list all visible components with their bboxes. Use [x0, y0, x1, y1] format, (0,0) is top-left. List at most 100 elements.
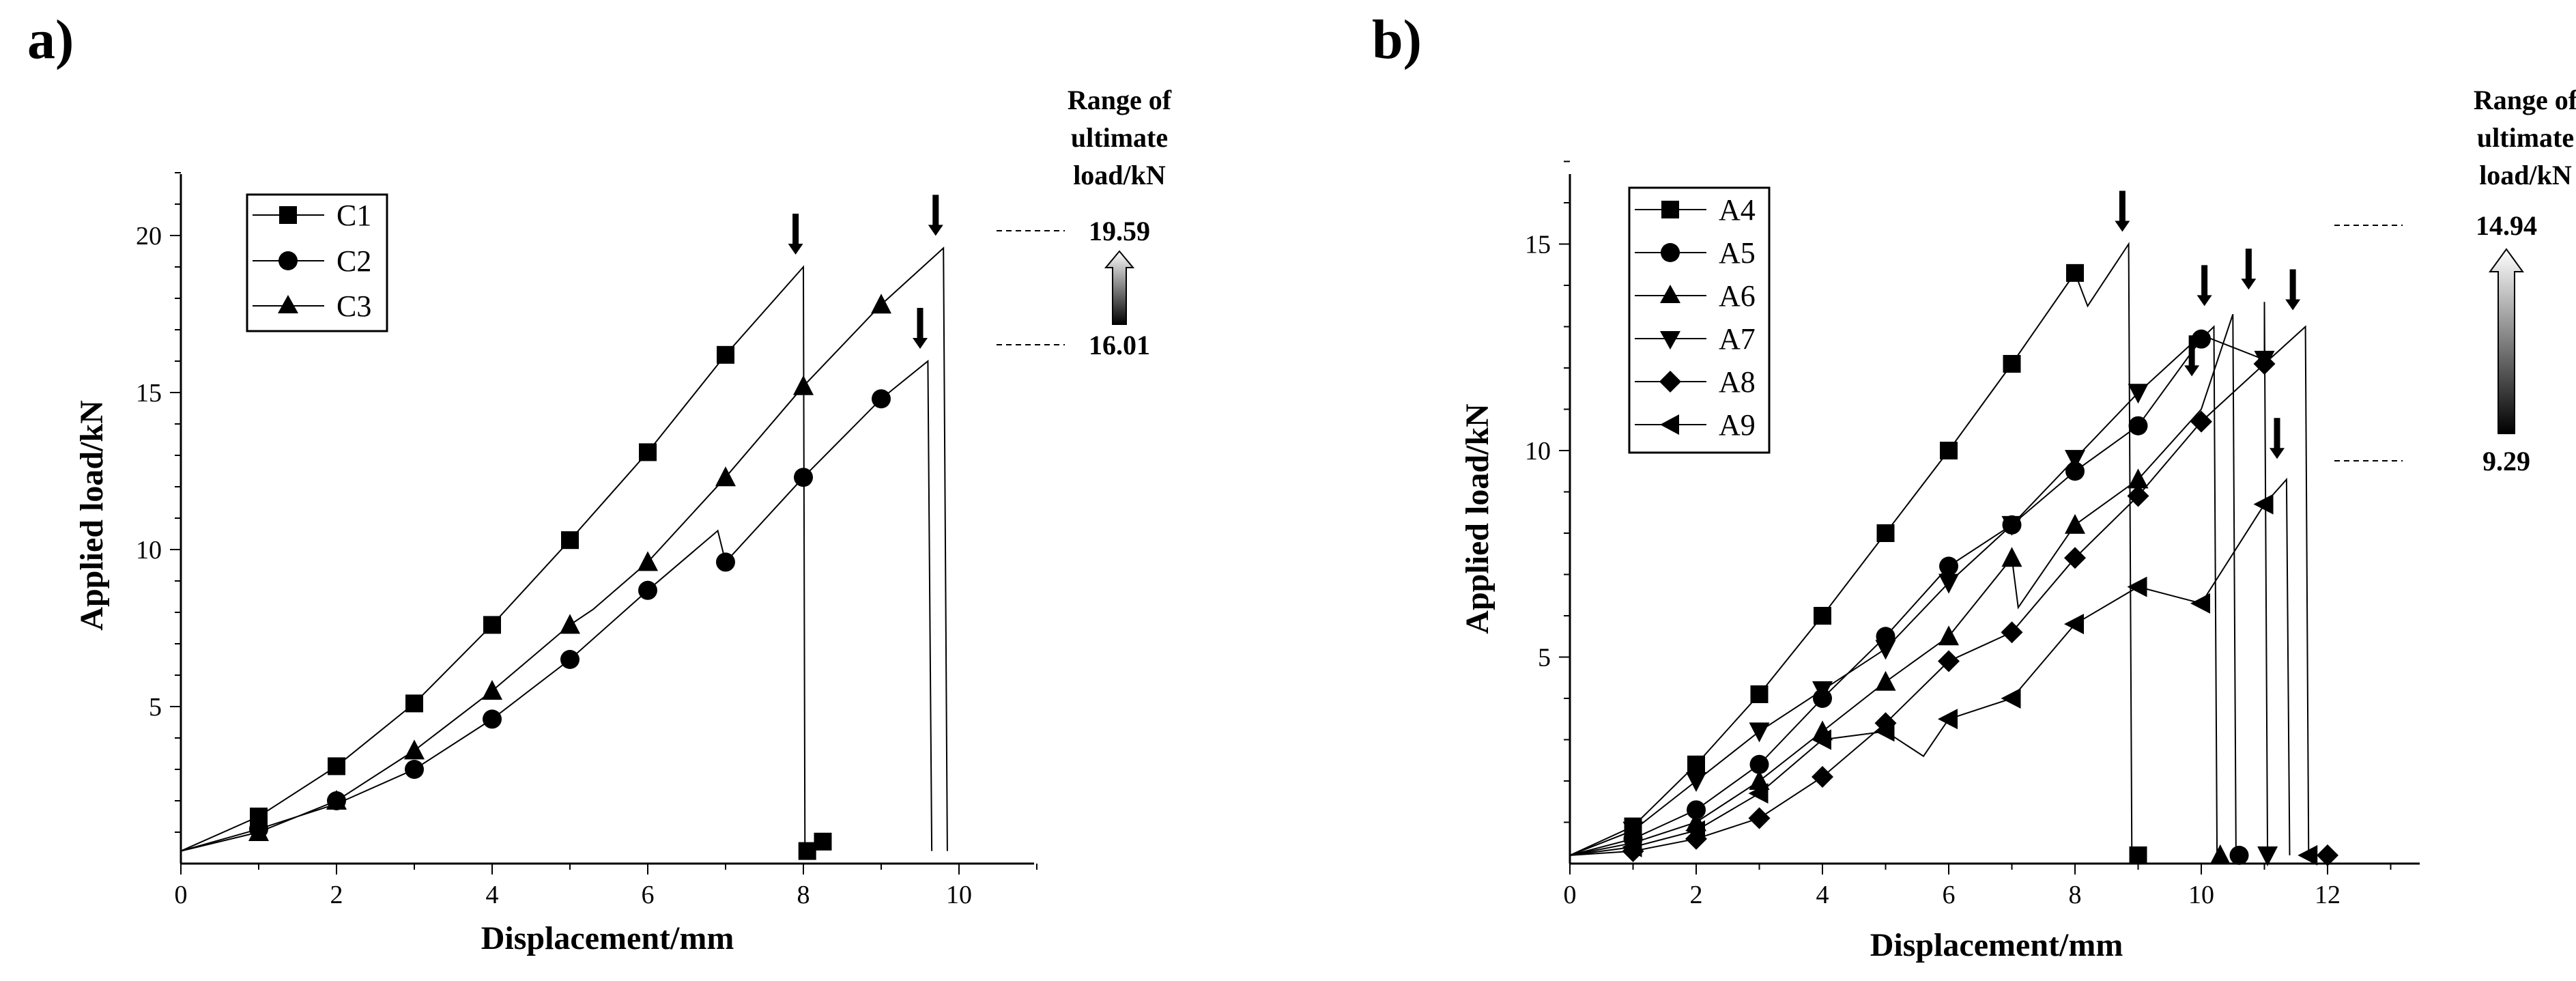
data-point-a9: [2298, 844, 2318, 866]
data-point-a5: [2065, 461, 2085, 481]
data-point-c3: [326, 790, 347, 810]
data-point-a7: [1812, 681, 1833, 701]
x-tick-label: 12: [2315, 881, 2341, 909]
range-max-label: 19.59: [1089, 216, 1150, 246]
data-point-a9: [1812, 729, 1831, 750]
legend-entry-a5: A5: [1635, 236, 1756, 270]
data-point-c2: [483, 709, 502, 729]
legend-label-a4: A4: [1719, 193, 1756, 227]
data-point-a8: [2253, 352, 2276, 375]
legend-entry-a8: A8: [1635, 365, 1756, 399]
x-tick-label: 0: [1564, 881, 1577, 909]
legend-entry-a9: A9: [1635, 408, 1756, 442]
diamond-marker-icon: [1659, 371, 1681, 393]
legend-entry-a4: A4: [1635, 193, 1756, 227]
series-c2: [180, 359, 933, 852]
data-point-a5: [1749, 754, 1769, 774]
data-point-a9: [1685, 820, 1705, 841]
data-point-a4: [2003, 354, 2021, 373]
triangle-down-marker-icon: [1660, 331, 1680, 350]
triangle-marker-icon: [278, 295, 298, 313]
chart-panel-b: b) Displacement/mm Applied load/kN A4 A5…: [1372, 8, 2576, 963]
series-line-c2: [180, 359, 933, 852]
data-point-c1: [717, 345, 734, 364]
data-point-a6: [2065, 513, 2085, 534]
data-point-a6: [2001, 547, 2022, 567]
data-point-a9: [1874, 721, 1895, 742]
range-title-line-2: ultimate: [1071, 122, 1168, 153]
data-point-c3: [248, 821, 269, 841]
data-point-c3: [715, 466, 736, 487]
series-line-a9: [1569, 477, 2291, 856]
data-point-c3: [793, 375, 814, 395]
data-point-a6: [1875, 670, 1896, 691]
ultimate-load-arrowhead-icon: [928, 225, 943, 236]
series-c3: [180, 246, 948, 852]
x-tick-label: 10: [946, 881, 972, 909]
series-a9: [1569, 477, 2318, 866]
ultimate-load-arrowhead-icon: [2115, 221, 2130, 232]
data-point-a5: [2192, 329, 2211, 349]
data-point-a4: [1750, 685, 1769, 703]
data-point-c2: [560, 650, 579, 669]
data-point-c2: [794, 468, 813, 487]
data-point-a7: [1622, 821, 1644, 842]
legend-entry-c3: C3: [253, 289, 371, 323]
data-point-a9: [2253, 494, 2274, 515]
range-title-line-1: Range of: [1068, 85, 1172, 115]
data-point-c1: [798, 842, 816, 860]
x-tick-label: 8: [797, 881, 810, 909]
data-point-c3: [482, 680, 502, 700]
data-point-a8: [2064, 547, 2086, 569]
data-point-a8: [1748, 807, 1771, 829]
circle-marker-icon: [1661, 243, 1680, 262]
legend-label-c3: C3: [337, 289, 371, 323]
ultimate-load-arrowhead-icon: [913, 338, 928, 349]
legend-entry-c2: C2: [253, 244, 371, 278]
x-tick-label: 0: [175, 881, 188, 909]
data-point-a5: [1939, 556, 1958, 576]
ultimate-load-arrowhead-icon: [2241, 279, 2257, 290]
data-point-a8: [2001, 621, 2023, 644]
ultimate-load-arrowhead-icon: [2270, 448, 2285, 459]
data-point-c1: [814, 832, 832, 851]
y-tick-label: 15: [1525, 231, 1551, 259]
y-tick-label: 10: [136, 536, 162, 565]
y-tick-label: 5: [149, 693, 162, 722]
series-line-a4: [1569, 242, 2133, 856]
data-point-a8: [1812, 765, 1833, 788]
range-title-line-3: load/kN: [2479, 160, 2572, 190]
data-point-c1: [405, 694, 423, 713]
legend-label-a9: A9: [1719, 408, 1756, 442]
data-point-a7: [1938, 573, 1959, 594]
legend-label-a8: A8: [1719, 365, 1756, 399]
data-point-a7: [2257, 846, 2278, 866]
data-point-a4: [1687, 755, 1705, 773]
data-point-a7: [2001, 515, 2022, 536]
data-point-c3: [638, 551, 658, 571]
series-line-c1: [180, 265, 806, 852]
x-tick-label: 8: [2069, 881, 2082, 909]
legend-label-c2: C2: [337, 244, 371, 278]
data-point-c3: [404, 739, 425, 760]
series-line-c3: [180, 246, 948, 852]
triangle-marker-icon: [1660, 285, 1680, 303]
x-tick-label: 6: [642, 881, 655, 909]
data-point-a7: [1749, 722, 1770, 743]
data-point-a8: [2127, 485, 2149, 507]
data-point-a8: [2317, 844, 2338, 866]
range-min-label: 9.29: [2482, 446, 2530, 477]
data-point-a7: [2065, 450, 2085, 470]
data-point-a9: [1622, 836, 1642, 857]
x-tick-label: 10: [2188, 881, 2214, 909]
legend-label-a5: A5: [1719, 236, 1756, 270]
axes: 0 2 4 6 8 10 12 5 10 15: [1525, 160, 2420, 909]
range-title-line-1: Range of: [2474, 85, 2576, 115]
data-point-c1: [483, 616, 501, 634]
data-point-c1: [561, 531, 579, 550]
data-point-a9: [2001, 688, 2021, 709]
data-point-a8: [1938, 650, 1960, 672]
legend-label-c1: C1: [337, 199, 371, 232]
data-point-a6: [1938, 625, 1959, 646]
data-point-a4: [2066, 264, 2084, 282]
